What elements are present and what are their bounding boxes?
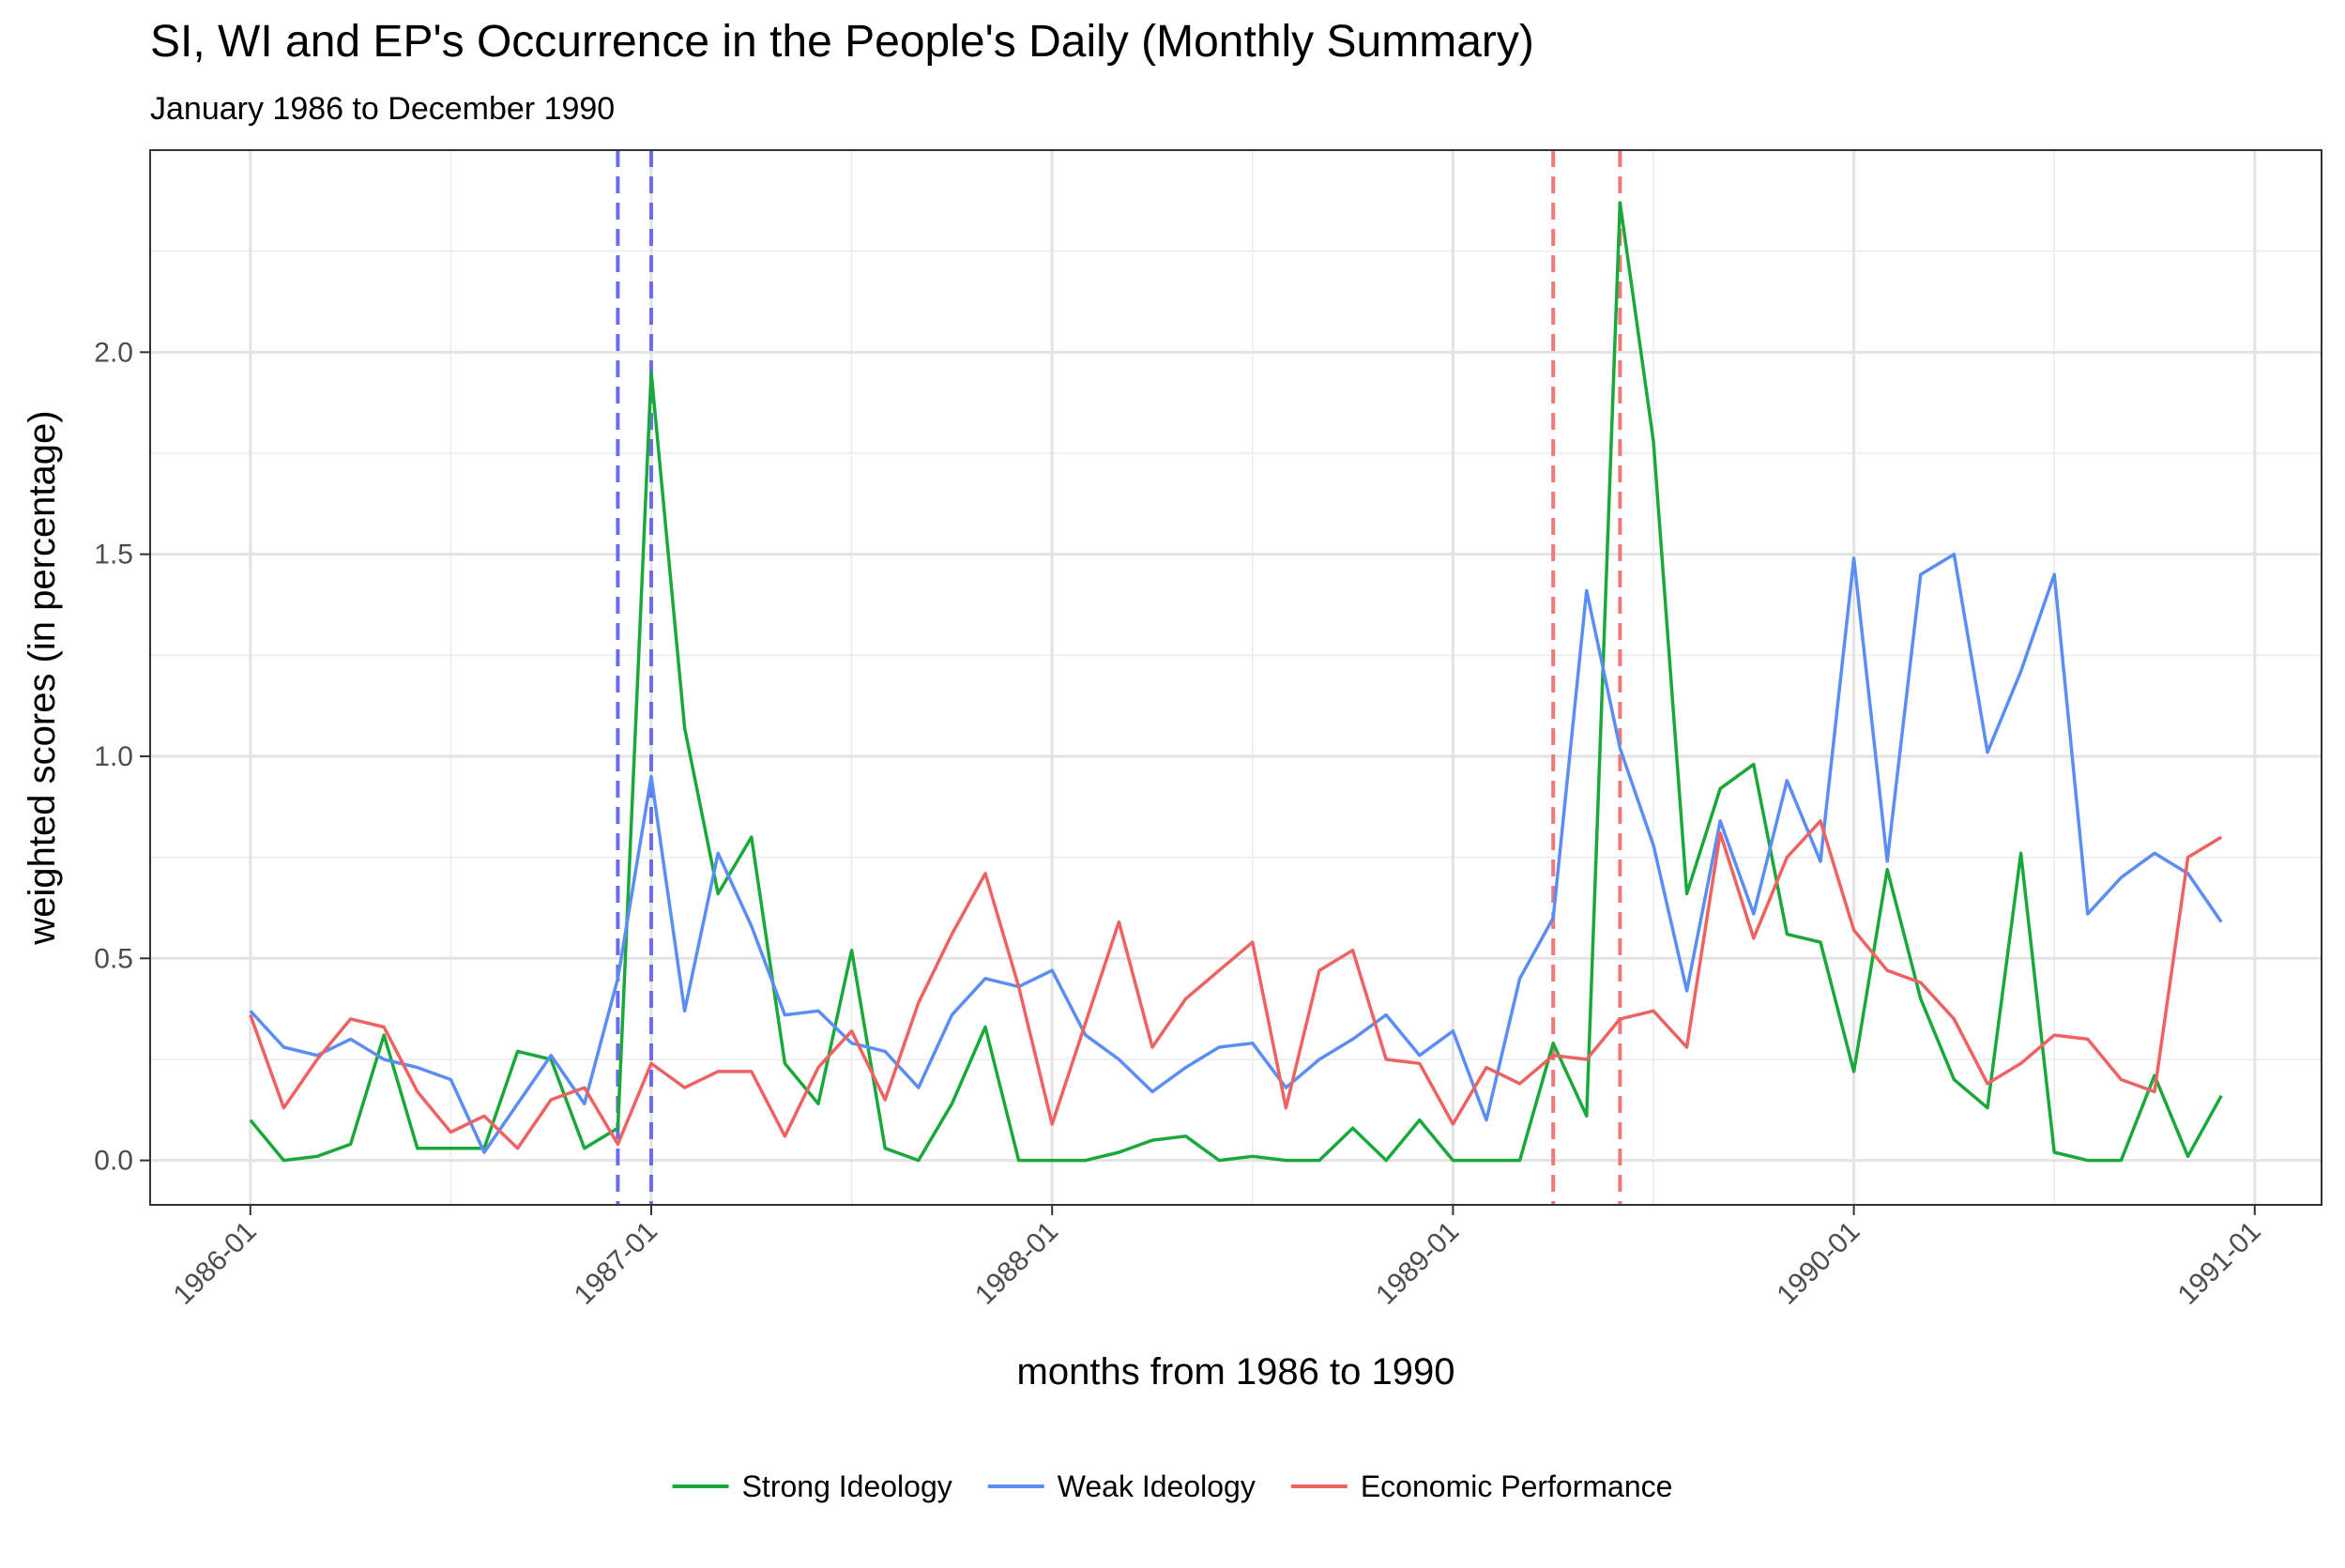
y-tick-label: 0.0: [94, 1146, 133, 1177]
y-tick-label: 1.0: [94, 741, 133, 772]
series-lines: [249, 201, 2223, 1163]
plot-border: [149, 149, 2322, 1206]
legend-label: Weak Ideology: [1058, 1469, 1256, 1503]
x-tick-label: 1986-01: [168, 1216, 263, 1311]
x-tick-label: 1987-01: [569, 1216, 663, 1311]
chart-subtitle: January 1986 to December 1990: [150, 91, 615, 127]
legend-item: Economic Performance: [1290, 1469, 1673, 1503]
x-tick-label: 1991-01: [2172, 1216, 2267, 1311]
y-tick-label: 1.5: [94, 540, 133, 571]
legend-label: Economic Performance: [1361, 1469, 1673, 1503]
x-tick-label: 1990-01: [1771, 1216, 1865, 1311]
x-tick-label: 1989-01: [1370, 1216, 1465, 1311]
event-markers: [616, 150, 1622, 1205]
x-tick-label: 1988-01: [969, 1216, 1064, 1311]
legend-label: Strong Ideology: [742, 1469, 952, 1503]
x-axis-title: months from 1986 to 1990: [1017, 1351, 1455, 1393]
series-line: [249, 552, 2223, 1154]
legend: Strong Ideology Weak Ideology Economic Per…: [672, 1469, 1673, 1503]
chart-title: SI, WI and EP's Occurrence in the People…: [150, 17, 1534, 67]
y-tick-label: 2.0: [94, 337, 133, 368]
y-tick-label: 0.5: [94, 943, 133, 974]
series-line: [249, 201, 2223, 1163]
x-axis: 1986-01 1987-01 1988-01 1989-01 1990-01 1991-…: [168, 1205, 2267, 1311]
legend-item: Weak Ideology: [987, 1469, 1256, 1503]
y-axis-title: weighted scores (in percentage): [22, 410, 63, 945]
series-line: [249, 819, 2223, 1150]
legend-item: Strong Ideology: [672, 1469, 952, 1503]
y-axis: 0.0 0.5 1.0 1.5 2.0: [94, 337, 150, 1177]
